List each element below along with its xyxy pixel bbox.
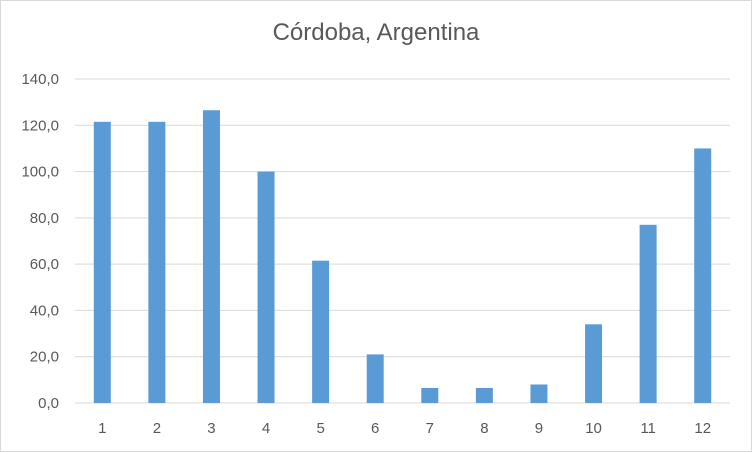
y-tick-label: 40,0 xyxy=(30,302,59,319)
x-tick-label: 7 xyxy=(426,420,434,437)
chart-title: Córdoba, Argentina xyxy=(272,19,480,46)
bar-8 xyxy=(475,387,493,403)
x-tick-label: 5 xyxy=(316,420,324,437)
y-tick-label: 60,0 xyxy=(30,256,59,273)
x-tick-label: 11 xyxy=(640,420,656,437)
bar-9 xyxy=(530,384,548,403)
bar-1 xyxy=(93,121,111,404)
bar-10 xyxy=(585,324,603,403)
bar-2 xyxy=(148,121,166,404)
y-tick-label: 140,0 xyxy=(21,71,59,88)
bar-6 xyxy=(366,354,384,403)
y-tick-label: 100,0 xyxy=(21,164,59,181)
x-tick-label: 2 xyxy=(153,420,161,437)
y-tick-label: 20,0 xyxy=(30,349,59,366)
x-tick-label: 10 xyxy=(585,420,602,437)
bar-12 xyxy=(694,148,712,403)
x-tick-label: 12 xyxy=(694,420,711,437)
bar-5 xyxy=(312,260,330,403)
y-tick-label: 120,0 xyxy=(21,117,59,134)
x-tick-label: 8 xyxy=(480,420,488,437)
y-tick-label: 0,0 xyxy=(38,395,59,412)
x-tick-label: 1 xyxy=(98,420,106,437)
x-tick-label: 4 xyxy=(262,420,270,437)
bar-3 xyxy=(202,110,220,403)
x-tick-label: 6 xyxy=(371,420,379,437)
bar-4 xyxy=(257,171,275,403)
bar-11 xyxy=(639,224,657,403)
bar-7 xyxy=(421,387,439,403)
x-tick-label: 9 xyxy=(535,420,543,437)
x-tick-label: 3 xyxy=(207,420,215,437)
y-tick-label: 80,0 xyxy=(30,210,59,227)
